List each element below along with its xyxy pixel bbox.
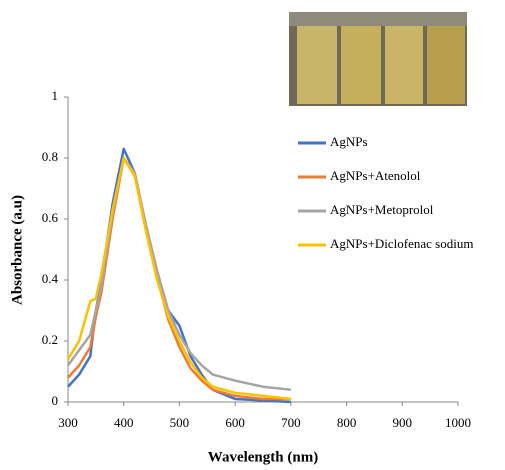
series-line [66,156,291,401]
y-axis-label: Absorbance (a.u) [9,195,25,305]
series-line [66,156,291,392]
x-tick-label: 400 [114,415,134,430]
x-tick-label: 500 [170,415,190,430]
y-tick-label: 0.6 [42,210,59,225]
x-tick-label: 900 [393,415,413,430]
x-tick-label: 700 [281,415,301,430]
y-tick-label: 0.4 [42,271,59,286]
x-axis-label: Wavelength (nm) [208,449,318,465]
vial-caps [289,12,467,26]
y-tick-label: 0.8 [42,149,58,164]
y-tick-label: 1 [52,88,59,103]
x-tick-label: 300 [58,415,78,430]
vial [297,26,337,104]
x-tick-label: 600 [225,415,245,430]
vial [341,26,381,104]
y-tick-label: 0.2 [42,332,58,347]
legend-label: AgNPs+Atenolol [330,168,421,183]
legend-label: AgNPs+Metoprolol [330,202,434,217]
vial [385,26,423,104]
vial [427,26,465,104]
x-tick-label: 1000 [445,415,471,430]
y-tick-label: 0 [52,393,59,408]
photo-inset [289,12,467,106]
legend-label: AgNPs [330,134,368,149]
legend-label: AgNPs+Diclofenac sodium [330,236,473,251]
x-tick-label: 800 [337,415,357,430]
